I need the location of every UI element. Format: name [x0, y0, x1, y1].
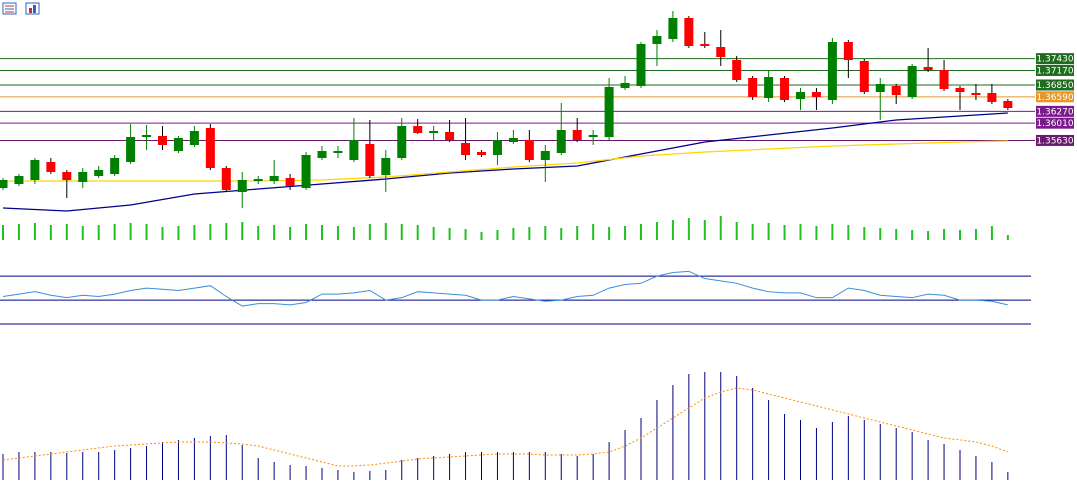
- level-label: 1.37430: [1036, 55, 1073, 65]
- candle-body: [158, 136, 167, 145]
- candle-body: [173, 138, 183, 151]
- level-label: 1.36010: [1036, 119, 1073, 129]
- candle-body: [253, 179, 263, 181]
- candle-body: [78, 172, 88, 182]
- level-label: 1.36270: [1036, 107, 1073, 117]
- candle-body: [301, 155, 311, 188]
- candle-body: [0, 180, 8, 188]
- candle-body: [780, 78, 790, 100]
- candle-body: [445, 132, 455, 140]
- level-label: 1.36850: [1036, 81, 1073, 91]
- candle-body: [477, 152, 486, 155]
- candle-body: [397, 126, 407, 158]
- level-label: 1.36590: [1036, 93, 1073, 103]
- candle-body: [732, 60, 742, 80]
- candle-body: [46, 162, 56, 172]
- icon-bar: [33, 5, 36, 13]
- candle-body: [189, 131, 199, 145]
- level-label-box: [1036, 134, 1074, 146]
- candle-body: [492, 140, 502, 155]
- candle-body: [796, 92, 805, 99]
- candle-body: [429, 131, 439, 133]
- candle-body: [604, 87, 614, 137]
- candle-body: [269, 176, 279, 181]
- candle-body: [461, 143, 471, 155]
- candle-body: [588, 135, 598, 137]
- candle-body: [652, 36, 662, 44]
- candle-body: [349, 140, 359, 160]
- candle-body: [524, 140, 534, 160]
- level-label-box: [1036, 64, 1074, 76]
- level-label-box: [1036, 91, 1074, 103]
- candle-body: [413, 126, 423, 133]
- candle-body: [94, 170, 104, 176]
- candle-body: [142, 135, 152, 137]
- candle-body: [987, 93, 997, 102]
- moving-average: [3, 140, 1008, 182]
- candle-body: [556, 130, 566, 153]
- candle-body: [827, 42, 837, 100]
- candle-body: [14, 176, 24, 184]
- candle-body: [205, 128, 215, 168]
- candle-body: [221, 168, 231, 190]
- candle-body: [748, 78, 758, 97]
- candle-body: [381, 158, 391, 175]
- candle-body: [891, 86, 901, 95]
- candle-body: [620, 83, 630, 88]
- candle-body: [684, 18, 694, 46]
- candle-body: [636, 44, 646, 86]
- level-label-box: [1036, 53, 1074, 65]
- level-label-box: [1036, 117, 1074, 129]
- candle-body: [62, 172, 72, 180]
- candle-body: [939, 70, 949, 89]
- candle-body: [907, 66, 917, 97]
- candle-body: [668, 18, 678, 39]
- candle-body: [764, 77, 774, 98]
- candle-body: [285, 178, 295, 186]
- candle-body: [317, 151, 327, 158]
- candle-body: [700, 44, 710, 46]
- candle-body: [875, 84, 885, 92]
- level-label: 1.35630: [1036, 136, 1073, 146]
- level-label-box: [1036, 105, 1074, 117]
- rsi-line: [2, 270, 1008, 307]
- icon-bar: [29, 8, 32, 13]
- level-label-box: [1036, 79, 1074, 91]
- candle-body: [333, 151, 343, 153]
- toolbar-icons[interactable]: [2, 2, 40, 15]
- level-label: 1.37170: [1036, 66, 1073, 76]
- candle-body: [572, 130, 582, 140]
- candle-body: [923, 67, 933, 70]
- candle-body: [237, 180, 247, 192]
- candle-body: [716, 47, 726, 57]
- icon[interactable]: [25, 2, 40, 15]
- candle-body: [859, 61, 869, 92]
- moving-average: [2, 112, 1008, 212]
- candle-body: [110, 158, 120, 174]
- candle-body: [508, 138, 518, 142]
- macd-signal: [2, 387, 1009, 467]
- candle-body: [30, 160, 40, 180]
- candle-body: [971, 93, 981, 95]
- candle-body: [811, 92, 821, 97]
- candle-body: [365, 144, 375, 176]
- candle-body: [955, 88, 965, 92]
- candle-body: [126, 137, 136, 162]
- candle-body: [540, 151, 550, 160]
- candle-body: [1003, 101, 1013, 108]
- candle-body: [843, 42, 853, 60]
